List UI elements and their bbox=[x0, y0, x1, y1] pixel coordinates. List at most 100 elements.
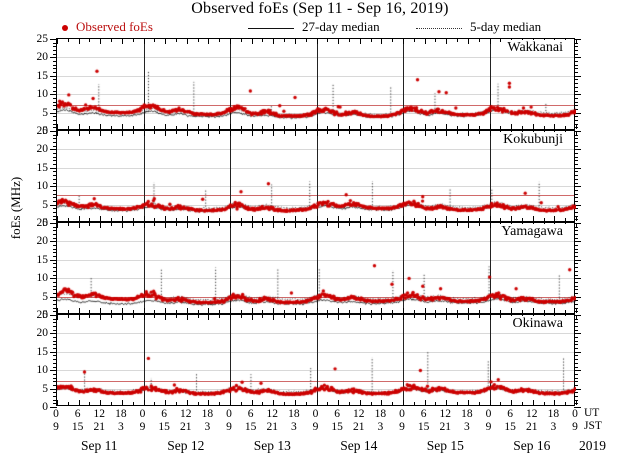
y-tick bbox=[574, 160, 578, 162]
y-tick bbox=[574, 300, 578, 302]
chart-panel-kokubunji: 0 5 10 15 20 25 Kokubunji bbox=[37, 125, 581, 229]
y-tick bbox=[53, 366, 57, 368]
y-tick bbox=[50, 223, 57, 224]
chart-panel-wakkanai: 0 5 10 15 20 25 Wakkanai bbox=[37, 33, 581, 137]
legend-median5-line-icon bbox=[416, 28, 462, 29]
day-label: Sep 14 bbox=[340, 438, 378, 453]
x-tick-label-ut: 0 bbox=[399, 408, 405, 420]
y-tick bbox=[574, 164, 578, 166]
y-tick bbox=[53, 337, 57, 339]
y-tick bbox=[53, 178, 57, 180]
y-tick bbox=[53, 237, 57, 239]
y-tick bbox=[50, 39, 57, 40]
y-tick bbox=[53, 145, 57, 147]
x-tick-label-jst: 9 bbox=[226, 421, 232, 433]
x-tick-label-ut: 18 bbox=[461, 408, 473, 420]
y-tick bbox=[574, 90, 578, 92]
y-tick bbox=[574, 263, 578, 265]
y-tick bbox=[53, 355, 57, 357]
y-tick bbox=[53, 208, 57, 210]
x-tick-label-jst: 3 bbox=[464, 421, 470, 433]
y-tick bbox=[53, 300, 57, 302]
x-tick-label-ut: 18 bbox=[547, 408, 560, 420]
x-tick-label-jst: 3 bbox=[550, 421, 557, 433]
y-tick bbox=[53, 211, 57, 213]
y-tick bbox=[50, 315, 57, 316]
y-tick bbox=[53, 79, 57, 81]
x-tick bbox=[576, 124, 577, 129]
y-tick bbox=[574, 94, 581, 96]
legend-median27-line-icon bbox=[248, 28, 294, 29]
x-tick-label-jst: 3 bbox=[377, 421, 384, 433]
legend-observed-label: Observed foEs bbox=[76, 19, 153, 34]
y-tick bbox=[574, 267, 578, 269]
y-tick bbox=[574, 377, 578, 379]
y-tick bbox=[53, 153, 57, 155]
chart-title: Observed foEs (Sep 11 - Sep 16, 2019) bbox=[191, 0, 449, 17]
x-tick-label-ut: 12 bbox=[439, 408, 452, 420]
y-tick bbox=[574, 278, 581, 280]
y-axis-title: foEs (MHz) bbox=[8, 176, 23, 240]
y-tick bbox=[53, 307, 57, 309]
y-tick bbox=[574, 46, 578, 48]
x-tick-label-jst: 15 bbox=[504, 421, 516, 433]
y-tick bbox=[574, 61, 578, 63]
y-tick bbox=[574, 171, 578, 173]
y-tick bbox=[53, 193, 57, 195]
x-tick-label-jst: 15 bbox=[331, 421, 343, 433]
y-tick bbox=[53, 395, 57, 397]
y-tick bbox=[574, 362, 578, 364]
y-tick bbox=[53, 303, 57, 305]
y-tick bbox=[574, 351, 581, 353]
y-tick bbox=[53, 101, 57, 103]
y-tick bbox=[574, 182, 578, 184]
y-tick bbox=[574, 53, 578, 55]
y-tick bbox=[574, 197, 578, 199]
y-tick bbox=[53, 105, 57, 107]
y-tick bbox=[574, 355, 578, 357]
y-tick bbox=[574, 83, 578, 85]
y-tick bbox=[574, 359, 578, 361]
y-tick bbox=[53, 230, 57, 232]
x-tick-label-jst: 3 bbox=[291, 421, 297, 433]
y-tick bbox=[53, 340, 57, 342]
y-tick bbox=[53, 171, 57, 173]
y-tick bbox=[53, 285, 57, 287]
series-canvas-okinawa bbox=[57, 315, 576, 407]
y-tick bbox=[574, 303, 578, 305]
y-tick bbox=[574, 256, 578, 258]
y-tick bbox=[574, 241, 581, 243]
y-tick bbox=[574, 186, 581, 188]
y-tick bbox=[574, 259, 581, 261]
x-axis-year-label: 2019 bbox=[579, 438, 606, 453]
y-tick bbox=[574, 189, 578, 191]
y-tick bbox=[53, 90, 57, 92]
y-tick bbox=[574, 289, 578, 291]
y-tick bbox=[50, 167, 57, 169]
y-tick bbox=[574, 200, 578, 202]
y-tick bbox=[574, 395, 578, 397]
y-tick bbox=[574, 326, 578, 328]
y-tick bbox=[53, 119, 57, 121]
y-tick bbox=[50, 241, 57, 243]
y-tick bbox=[50, 388, 57, 390]
y-tick-label: 5 bbox=[42, 198, 48, 211]
y-tick bbox=[574, 167, 581, 169]
y-tick bbox=[574, 252, 578, 254]
y-tick-label: 10 bbox=[36, 180, 49, 193]
y-tick bbox=[53, 381, 57, 383]
y-tick bbox=[53, 344, 57, 346]
day-label: Sep 11 bbox=[80, 438, 118, 453]
y-tick-label: 15 bbox=[36, 161, 49, 174]
y-tick bbox=[50, 112, 57, 114]
y-tick bbox=[53, 318, 57, 320]
x-tick-label-ut: 0 bbox=[572, 408, 578, 420]
x-tick bbox=[576, 315, 577, 320]
x-tick bbox=[576, 216, 577, 221]
y-tick bbox=[574, 348, 578, 350]
y-tick bbox=[53, 219, 57, 221]
station-label: Okinawa bbox=[509, 316, 566, 332]
y-tick bbox=[574, 50, 578, 52]
y-tick bbox=[53, 53, 57, 55]
